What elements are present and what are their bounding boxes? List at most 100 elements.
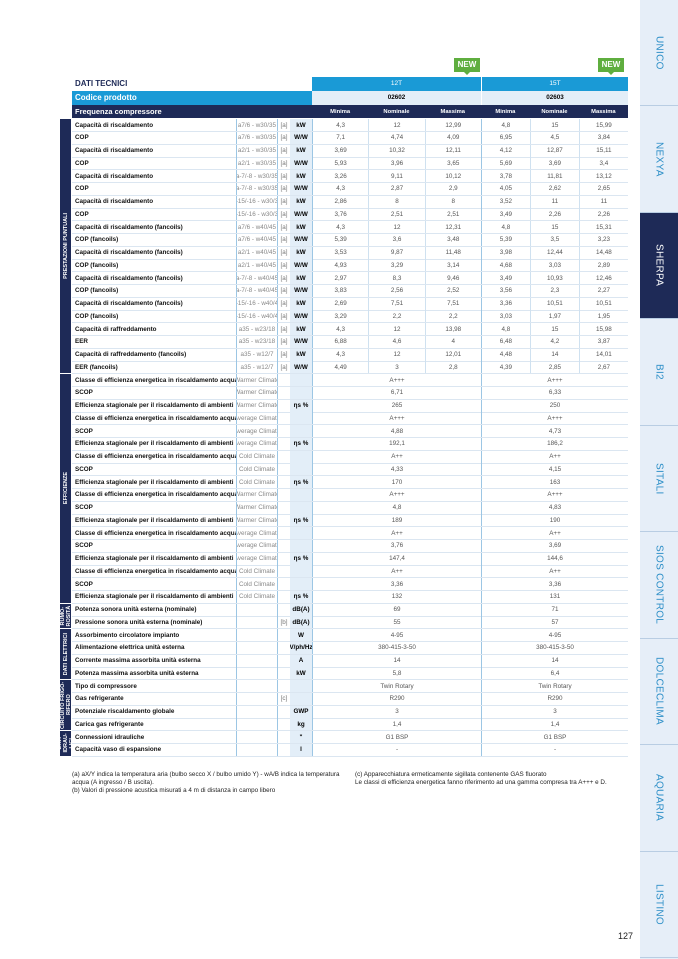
side-tab-bi2[interactable]: BI2 [640, 320, 678, 426]
value-cell: 4,3 [312, 119, 368, 131]
row-condition: Cold Climate [236, 565, 278, 578]
value-cell: 2,85 [529, 361, 579, 374]
row-note: [a] [280, 287, 288, 295]
value-12t: A+++ [312, 412, 481, 425]
section-label: RUMO-ROSITÀ [59, 603, 72, 628]
value-cell: 6,88 [312, 335, 368, 348]
value-cell: 12 [368, 221, 424, 233]
table-row: COP a2/1 - w30/35 [a] W/W 5,93 3,96 3,65 5,69 3,… [72, 157, 628, 171]
product-code-12t: 02602 [312, 91, 481, 105]
value-12t: A++ [312, 450, 481, 463]
row-label: Efficienza stagionale per il riscaldamen… [75, 440, 234, 448]
value-cell: 3,29 [312, 310, 368, 323]
side-tab-sitali[interactable]: SITALI [640, 426, 678, 532]
row-note: [a] [280, 325, 288, 333]
row-note [278, 527, 290, 539]
value-12t: 147,4 [312, 552, 481, 565]
side-tab-listino[interactable]: LISTINO [640, 852, 678, 958]
row-label: Capacità di riscaldamento (fancoils) [75, 300, 183, 307]
value-cell: 2,2 [424, 310, 481, 323]
row-unit: W/W [290, 208, 312, 221]
row-unit: kW [290, 195, 312, 208]
value-12t: A+++ [312, 374, 481, 386]
row-label: Alimentazione elettrica unità esterna [75, 644, 185, 652]
row-unit: GWP [290, 705, 312, 718]
value-12t: 3,76 [312, 539, 481, 552]
side-tab-nexya[interactable]: NEXYA [640, 107, 678, 213]
row-label: SCOP [75, 389, 93, 397]
table-row: Classe di efficienza energetica in risca… [72, 374, 628, 387]
row-unit [290, 463, 312, 476]
value-cell: 3,36 [480, 297, 530, 310]
row-unit [290, 565, 312, 578]
side-tab-sios-control[interactable]: SIOS CONTROL [640, 533, 678, 639]
table-row: COP (fancoils) a-7/-8 - w40/45 [a] W/W 3,83 2… [72, 284, 628, 298]
value-15t: 3 [481, 705, 628, 718]
row-label: Efficienza stagionale per il riscaldamen… [75, 593, 234, 601]
value-15t: 4,83 [481, 501, 628, 514]
table-row: SCOP Warmer Climate 6,71 6,33 [72, 386, 628, 400]
side-tab-sherpa[interactable]: SHERPA [640, 213, 678, 319]
note-a: (a) aX/Y indica la temperatura aria (bul… [72, 771, 340, 786]
row-note [278, 476, 290, 488]
value-cell: 9,11 [368, 170, 424, 182]
value-cell: 4,09 [424, 131, 481, 144]
row-label: Classe di efficienza energetica in risca… [75, 491, 236, 499]
row-note [278, 680, 290, 692]
row-note [278, 642, 290, 654]
section-title: RUMO-ROSITÀ [59, 605, 72, 627]
row-note [278, 655, 290, 667]
row-note [278, 744, 290, 756]
row-label: Capacità di riscaldamento (fancoils) [75, 249, 183, 256]
value-cell: 11 [578, 195, 628, 208]
row-condition: a35 - w12/7 [236, 348, 278, 361]
row-unit: W/W [290, 361, 312, 374]
value-12t: 55 [312, 616, 481, 629]
side-tab-aquaria[interactable]: AQUARIA [640, 746, 678, 852]
table-row: Capacità di riscaldamento a2/1 - w30/35 [a… [72, 144, 628, 158]
row-note: [a] [280, 159, 288, 167]
value-cell: 12 [368, 323, 424, 335]
row-unit: ηs % [290, 476, 312, 488]
value-15t: A++ [481, 565, 628, 578]
section-label: DATI IDRAU-LICI [57, 731, 75, 756]
value-15t: 186,2 [481, 437, 628, 450]
notes-left: (a) aX/Y indica la temperatura aria (bul… [72, 771, 342, 795]
row-unit: dB(A) [290, 616, 312, 629]
side-tab-dolceclima[interactable]: DOLCECLIMA [640, 639, 678, 745]
value-cell: 11 [529, 195, 579, 208]
row-note: [a] [280, 134, 288, 142]
value-cell: 5,39 [312, 233, 368, 246]
section-title: DATI ELETTRICI [62, 632, 69, 676]
row-note [278, 578, 290, 590]
value-cell: 4,8 [480, 221, 530, 233]
value-15t: A+++ [481, 488, 628, 501]
table-row: Pressione sonora unità esterna (nominale… [72, 616, 628, 630]
value-cell: 2,86 [312, 195, 368, 208]
side-tab-label: NEXYA [653, 141, 665, 177]
row-label: Potenziale riscaldamento globale [75, 708, 175, 715]
row-condition: a2/1 - w40/45 [236, 246, 278, 259]
value-cell: 14 [529, 348, 579, 361]
value-15t: 6,4 [481, 667, 628, 680]
value-cell: 2,87 [368, 182, 424, 195]
row-unit: l [290, 743, 312, 756]
value-cell: 4,8 [480, 323, 530, 335]
section-label: PRESTAZIONI PUNTUALI [60, 119, 71, 373]
compressor-frequency-row: Frequenza compressore Minima Nominale Mass… [72, 105, 628, 118]
table-row: Connessioni idrauliche " G1 BSP G1 BSP [72, 731, 628, 744]
value-cell: 9,46 [424, 272, 481, 284]
row-unit: W/W [290, 284, 312, 297]
frequency-minima: Minima [495, 108, 516, 115]
side-tab-unico[interactable]: UNICO [640, 0, 678, 106]
value-15t: 144,6 [481, 552, 628, 565]
value-cell: 1,97 [529, 310, 579, 323]
row-condition: a-15/-16 - w40/45 [236, 297, 278, 310]
value-cell: 10,51 [578, 297, 628, 310]
table-row: COP (fancoils) a-15/-16 - w40/45[a]W/W3,2… [72, 310, 628, 324]
value-cell: 2,9 [424, 182, 481, 195]
row-condition: a-7/-8 - w40/45 [236, 284, 278, 297]
value-12t: 192,1 [312, 437, 481, 450]
value-12t: 189 [312, 514, 481, 527]
value-cell: 7,1 [312, 131, 368, 144]
